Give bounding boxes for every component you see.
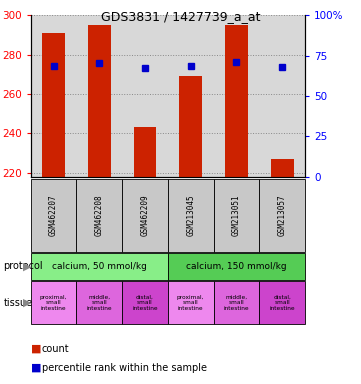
Bar	[168, 253, 305, 280]
Text: GSM462207: GSM462207	[49, 194, 58, 236]
Bar	[88, 25, 111, 177]
Text: calcium, 50 mmol/kg: calcium, 50 mmol/kg	[52, 262, 147, 271]
Bar	[31, 179, 77, 252]
Text: distal,
small
intestine: distal, small intestine	[269, 295, 295, 311]
Bar	[31, 281, 77, 324]
Bar	[122, 281, 168, 324]
Text: distal,
small
intestine: distal, small intestine	[132, 295, 158, 311]
Text: percentile rank within the sample: percentile rank within the sample	[42, 363, 206, 373]
Text: GSM462208: GSM462208	[95, 194, 104, 236]
Bar	[271, 159, 293, 177]
Text: proximal,
small
intestine: proximal, small intestine	[177, 295, 204, 311]
Text: ■: ■	[31, 344, 41, 354]
Text: GSM462209: GSM462209	[140, 194, 149, 236]
Text: calcium, 150 mmol/kg: calcium, 150 mmol/kg	[186, 262, 287, 271]
Bar	[179, 76, 202, 177]
Text: GSM213045: GSM213045	[186, 194, 195, 236]
Text: GDS3831 / 1427739_a_at: GDS3831 / 1427739_a_at	[101, 10, 260, 23]
Bar	[259, 179, 305, 252]
Text: ▶: ▶	[23, 262, 31, 271]
Bar	[77, 281, 122, 324]
Bar	[225, 25, 248, 177]
Bar	[214, 281, 259, 324]
Text: middle,
small
intestine: middle, small intestine	[224, 295, 249, 311]
Bar	[168, 281, 214, 324]
Text: protocol: protocol	[4, 262, 43, 271]
Text: ▶: ▶	[23, 298, 31, 308]
Text: middle,
small
intestine: middle, small intestine	[87, 295, 112, 311]
Bar	[122, 179, 168, 252]
Text: proximal,
small
intestine: proximal, small intestine	[40, 295, 67, 311]
Bar	[259, 281, 305, 324]
Bar	[168, 179, 214, 252]
Bar	[214, 179, 259, 252]
Text: GSM213057: GSM213057	[278, 194, 287, 236]
Bar	[134, 127, 156, 177]
Text: count: count	[42, 344, 69, 354]
Bar	[42, 33, 65, 177]
Bar	[31, 253, 168, 280]
Text: GSM213051: GSM213051	[232, 194, 241, 236]
Bar	[77, 179, 122, 252]
Text: ■: ■	[31, 363, 41, 373]
Text: tissue: tissue	[4, 298, 33, 308]
